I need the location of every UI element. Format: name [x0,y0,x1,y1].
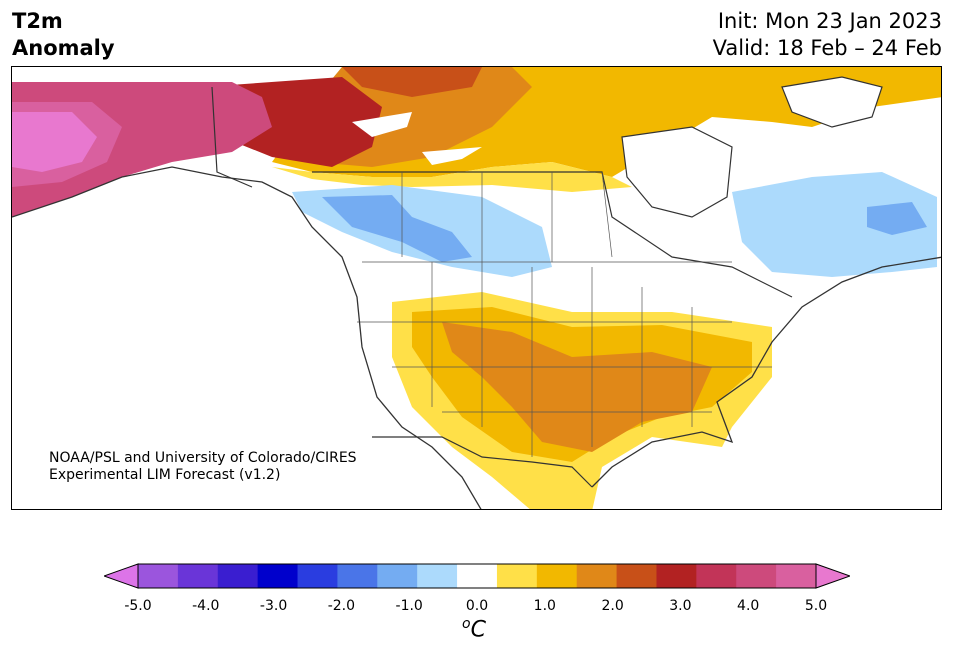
coastlines [12,166,941,509]
great-slave-lake [422,147,482,165]
anomaly-area-alaska-max [12,112,97,172]
colorbar-cell [257,564,299,588]
title-anomaly: Anomaly [12,36,115,60]
colorbar-cell [337,564,378,588]
degree-symbol: o [462,616,471,632]
colorbar-cells [138,564,817,588]
map-title: T2m Anomaly [12,8,115,62]
colorbar-tick-label: -5.0 [124,598,152,614]
title-variable: T2m [12,9,63,33]
colorbar-cell [656,564,697,588]
colorbar-outline [137,563,817,589]
colorbar-cell [177,564,219,588]
colorbar [104,563,850,589]
colorbar-cell [217,564,259,588]
colorbar-tick-label: -4.0 [192,598,220,614]
colorbar-cell [536,564,578,588]
anomaly-area-south-dark-orange [442,322,712,452]
colorbar-tick-label: -1.0 [395,598,423,614]
anomaly-map [11,66,942,510]
colorbar-cell [138,564,179,588]
colorbar-unit: oC [462,616,486,642]
colorbar-cell [457,564,498,588]
anomaly-area-north-canada-light [272,162,632,192]
colorbar-cell [417,564,458,588]
forecast-dates: Init: Mon 23 Jan 2023 Valid: 18 Feb – 24… [713,8,942,62]
unit-letter: C [470,617,486,643]
colorbar-tick-label: 3.0 [669,598,692,614]
credit-line-1: NOAA/PSL and University of Colorado/CIRE… [49,450,357,466]
colorbar-tick-label: -2.0 [327,598,356,614]
hudson-bay [621,126,733,218]
colorbar-cell [696,564,737,588]
colorbar-cell [377,564,418,588]
state-borders [357,171,772,457]
forecast-credit: NOAA/PSL and University of Colorado/CIRE… [49,450,357,484]
anomaly-area-prairies-colder [322,195,472,262]
greenland [781,76,883,128]
colorbar-low-extension [104,563,139,589]
colorbar-cell [736,564,777,588]
valid-period: Valid: 18 Feb – 24 Feb [712,36,942,60]
anomaly-area-arctic-islands [342,67,482,97]
colorbar-cell [297,564,338,588]
colorbar-tick-label: 5.0 [804,598,828,614]
colorbar-cell [496,564,538,588]
colorbar-cell [616,564,657,588]
great-bear-lake [352,112,412,137]
colorbar-tick-label: -3.0 [259,598,288,614]
colorbar-cell [776,564,817,588]
map-canvas [12,67,941,509]
colorbar-tick-label: 4.0 [737,598,760,614]
credit-line-2: Experimental LIM Forecast (v1.2) [49,467,281,483]
colorbar-tick-label: 0.0 [465,598,489,614]
colorbar-high-extension [815,563,850,589]
init-date: Init: Mon 23 Jan 2023 [717,9,942,33]
colorbar-cell [576,564,618,588]
anomaly-area-quebec-colder [867,202,927,235]
anomaly-area-quebec-cold [732,172,937,277]
colorbar-tick-label: 2.0 [601,598,624,614]
colorbar-tick-labels: -5.0 -4.0 -3.0 -2.0 -1.0 0.0 1.0 2.0 3.0 4.0 5.0 [0,598,953,618]
colorbar-tick-label: 1.0 [533,598,556,614]
country-borders [211,86,793,488]
